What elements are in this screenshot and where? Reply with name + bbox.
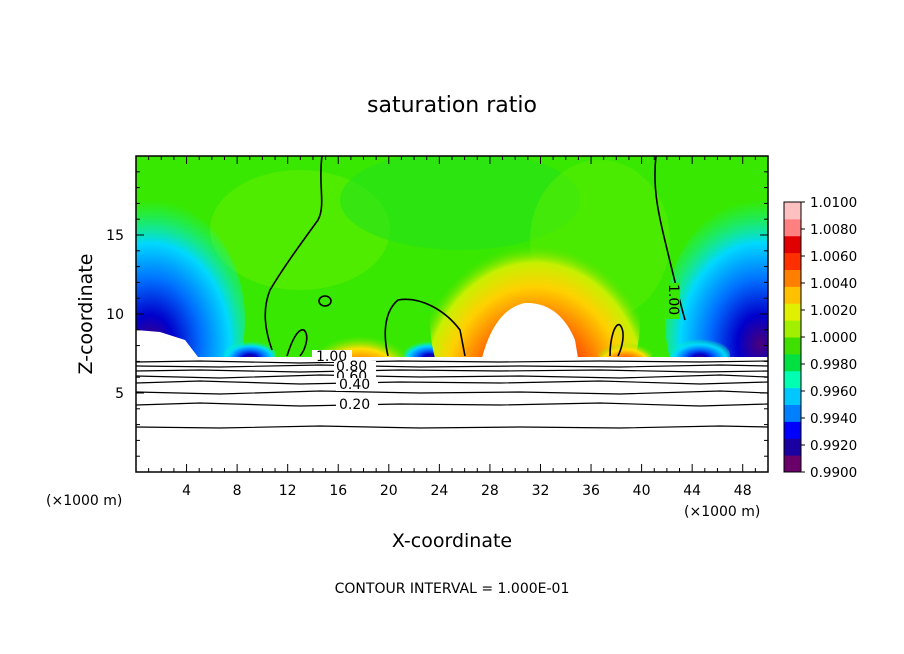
x-axis-ticks: 4 8 12 16 20 24 28 32 36 40 44 48 bbox=[148, 156, 756, 499]
colorbar-label: 1.0100 bbox=[810, 195, 857, 211]
colorbar: 1.0100 1.0080 1.0060 1.0040 1.0020 1.0000 0.99… bbox=[783, 195, 857, 481]
x-tick-label: 24 bbox=[430, 483, 448, 499]
colorbar-swatch bbox=[784, 286, 801, 304]
y-axis-label: Z-coordinate bbox=[75, 254, 97, 375]
contour-label-vertical: 1.00 bbox=[665, 284, 681, 315]
off-scale-core bbox=[482, 302, 578, 358]
colorbar-swatch bbox=[784, 455, 801, 473]
contour-interval-note: CONTOUR INTERVAL = 1.000E-01 bbox=[335, 581, 570, 597]
colorbar-label: 1.0040 bbox=[810, 276, 857, 292]
colorbar-swatch bbox=[784, 421, 801, 439]
contour-labels: 1.00 0.80 0.60 0.40 0.20 1.00 bbox=[312, 283, 681, 413]
plot-area bbox=[136, 156, 768, 472]
colorbar-swatch bbox=[784, 252, 801, 270]
x-tick-label: 48 bbox=[734, 483, 752, 499]
y-tick-label: 5 bbox=[115, 386, 124, 402]
contours-lower bbox=[136, 360, 768, 429]
x-axis-label: X-coordinate bbox=[392, 530, 512, 552]
colorbar-swatch bbox=[784, 404, 801, 422]
colorbar-label: 0.9920 bbox=[810, 438, 857, 454]
x-unit-right: (×1000 m) bbox=[684, 504, 760, 520]
x-tick-label: 32 bbox=[532, 483, 550, 499]
lower-region-fill bbox=[136, 357, 768, 472]
colorbar-swatch bbox=[784, 235, 801, 254]
contour-label: 0.40 bbox=[339, 377, 370, 393]
x-tick-label: 36 bbox=[582, 483, 600, 499]
colorbar-label: 0.9960 bbox=[810, 384, 857, 400]
colorbar-swatch bbox=[784, 387, 801, 405]
colorbar-swatch bbox=[784, 337, 801, 355]
y-tick-label: 15 bbox=[106, 228, 124, 244]
x-tick-label: 8 bbox=[233, 483, 242, 499]
x-tick-label: 40 bbox=[633, 483, 651, 499]
y-axis-ticks: 5 10 15 bbox=[106, 171, 768, 457]
x-tick-label: 12 bbox=[279, 483, 297, 499]
y-tick-label: 10 bbox=[106, 307, 124, 323]
x-tick-label: 4 bbox=[182, 483, 191, 499]
colorbar-label: 1.0080 bbox=[810, 222, 857, 238]
colorbar-label: 0.9900 bbox=[810, 465, 857, 481]
colorbar-swatch bbox=[784, 438, 801, 456]
colorbar-swatch bbox=[784, 303, 801, 321]
colorbar-swatch bbox=[784, 320, 801, 338]
x-tick-label: 16 bbox=[329, 483, 347, 499]
x-tick-label: 20 bbox=[380, 483, 398, 499]
chart-title: saturation ratio bbox=[367, 93, 537, 118]
x-unit-left: (×1000 m) bbox=[46, 493, 122, 509]
x-tick-label: 28 bbox=[481, 483, 499, 499]
colorbar-swatch bbox=[784, 370, 801, 389]
colorbar-label: 1.0020 bbox=[810, 303, 857, 319]
colorbar-swatch bbox=[784, 202, 801, 220]
colorbar-swatch bbox=[784, 218, 801, 237]
contour-label: 0.20 bbox=[339, 397, 370, 413]
colorbar-swatch bbox=[784, 269, 801, 287]
colorbar-label: 0.9940 bbox=[810, 411, 857, 427]
colorbar-label: 1.0000 bbox=[810, 330, 857, 346]
colorbar-label: 0.9980 bbox=[810, 357, 857, 373]
x-tick-label: 44 bbox=[683, 483, 701, 499]
colorbar-swatch bbox=[784, 353, 801, 372]
colorbar-label: 1.0060 bbox=[810, 249, 857, 265]
